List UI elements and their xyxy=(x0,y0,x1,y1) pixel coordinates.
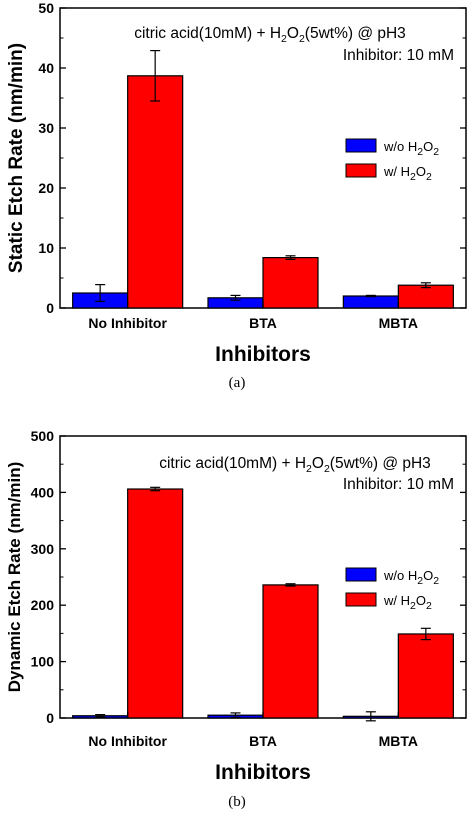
y-tick-label: 500 xyxy=(31,428,55,444)
legend-swatch xyxy=(345,163,377,178)
y-axis-title: Static Etch Rate (nm/min) xyxy=(6,43,27,273)
bar xyxy=(342,295,399,309)
y-tick-label: 0 xyxy=(46,300,54,316)
annotation-line-1: citric acid(10mM) + H2O2(5wt%) @ pH3 xyxy=(134,25,406,45)
bar xyxy=(127,488,184,719)
y-tick-label: 10 xyxy=(38,240,54,256)
bar xyxy=(262,257,319,309)
legend-swatch xyxy=(345,567,377,582)
legend-label: w/ H2O2 xyxy=(383,593,432,612)
y-tick-label: 0 xyxy=(46,710,54,726)
x-axis-title: Inhibitors xyxy=(215,761,311,784)
annotation-line-1: citric acid(10mM) + H2O2(5wt%) @ pH3 xyxy=(159,455,431,475)
y-tick-label: 20 xyxy=(38,180,54,196)
legend-label: w/o H2O2 xyxy=(383,139,439,158)
figure-caption: (b) xyxy=(228,794,246,810)
y-tick-label: 300 xyxy=(31,541,55,557)
x-tick-label: BTA xyxy=(249,315,277,331)
y-axis-title: Dynamic Etch Rate (nm/min) xyxy=(5,462,24,693)
y-tick-label: 400 xyxy=(31,484,55,500)
y-tick-label: 100 xyxy=(31,654,55,670)
bar xyxy=(397,633,454,719)
y-tick-label: 200 xyxy=(31,597,55,613)
chart-a: 0 10 20 30 40 50 No Inhibitor BTA MBTA citric aci… xyxy=(6,0,467,391)
legend-label: w/o H2O2 xyxy=(383,568,439,587)
bar xyxy=(397,284,454,309)
x-tick-label: BTA xyxy=(249,733,277,749)
x-tick-label: MBTA xyxy=(379,315,418,331)
bar xyxy=(262,584,319,719)
annotation-line-2: Inhibitor: 10 mM xyxy=(343,476,454,493)
y-tick-label: 50 xyxy=(38,0,54,16)
x-tick-label: MBTA xyxy=(379,733,418,749)
annotation-line-2: Inhibitor: 10 mM xyxy=(343,47,454,64)
legend-swatch xyxy=(345,138,377,153)
x-axis-title: Inhibitors xyxy=(215,343,311,366)
legend-label: w/ H2O2 xyxy=(383,164,432,183)
legend-swatch xyxy=(345,592,377,607)
figure-caption: (a) xyxy=(229,375,246,391)
chart-b: 0 100 200 300 400 500 No Inhibitor BTA MBTA citri… xyxy=(5,428,467,810)
bar xyxy=(127,75,184,309)
x-tick-label: No Inhibitor xyxy=(88,315,167,331)
x-tick-label: No Inhibitor xyxy=(88,733,167,749)
y-tick-label: 30 xyxy=(38,120,54,136)
y-tick-label: 40 xyxy=(38,60,54,76)
